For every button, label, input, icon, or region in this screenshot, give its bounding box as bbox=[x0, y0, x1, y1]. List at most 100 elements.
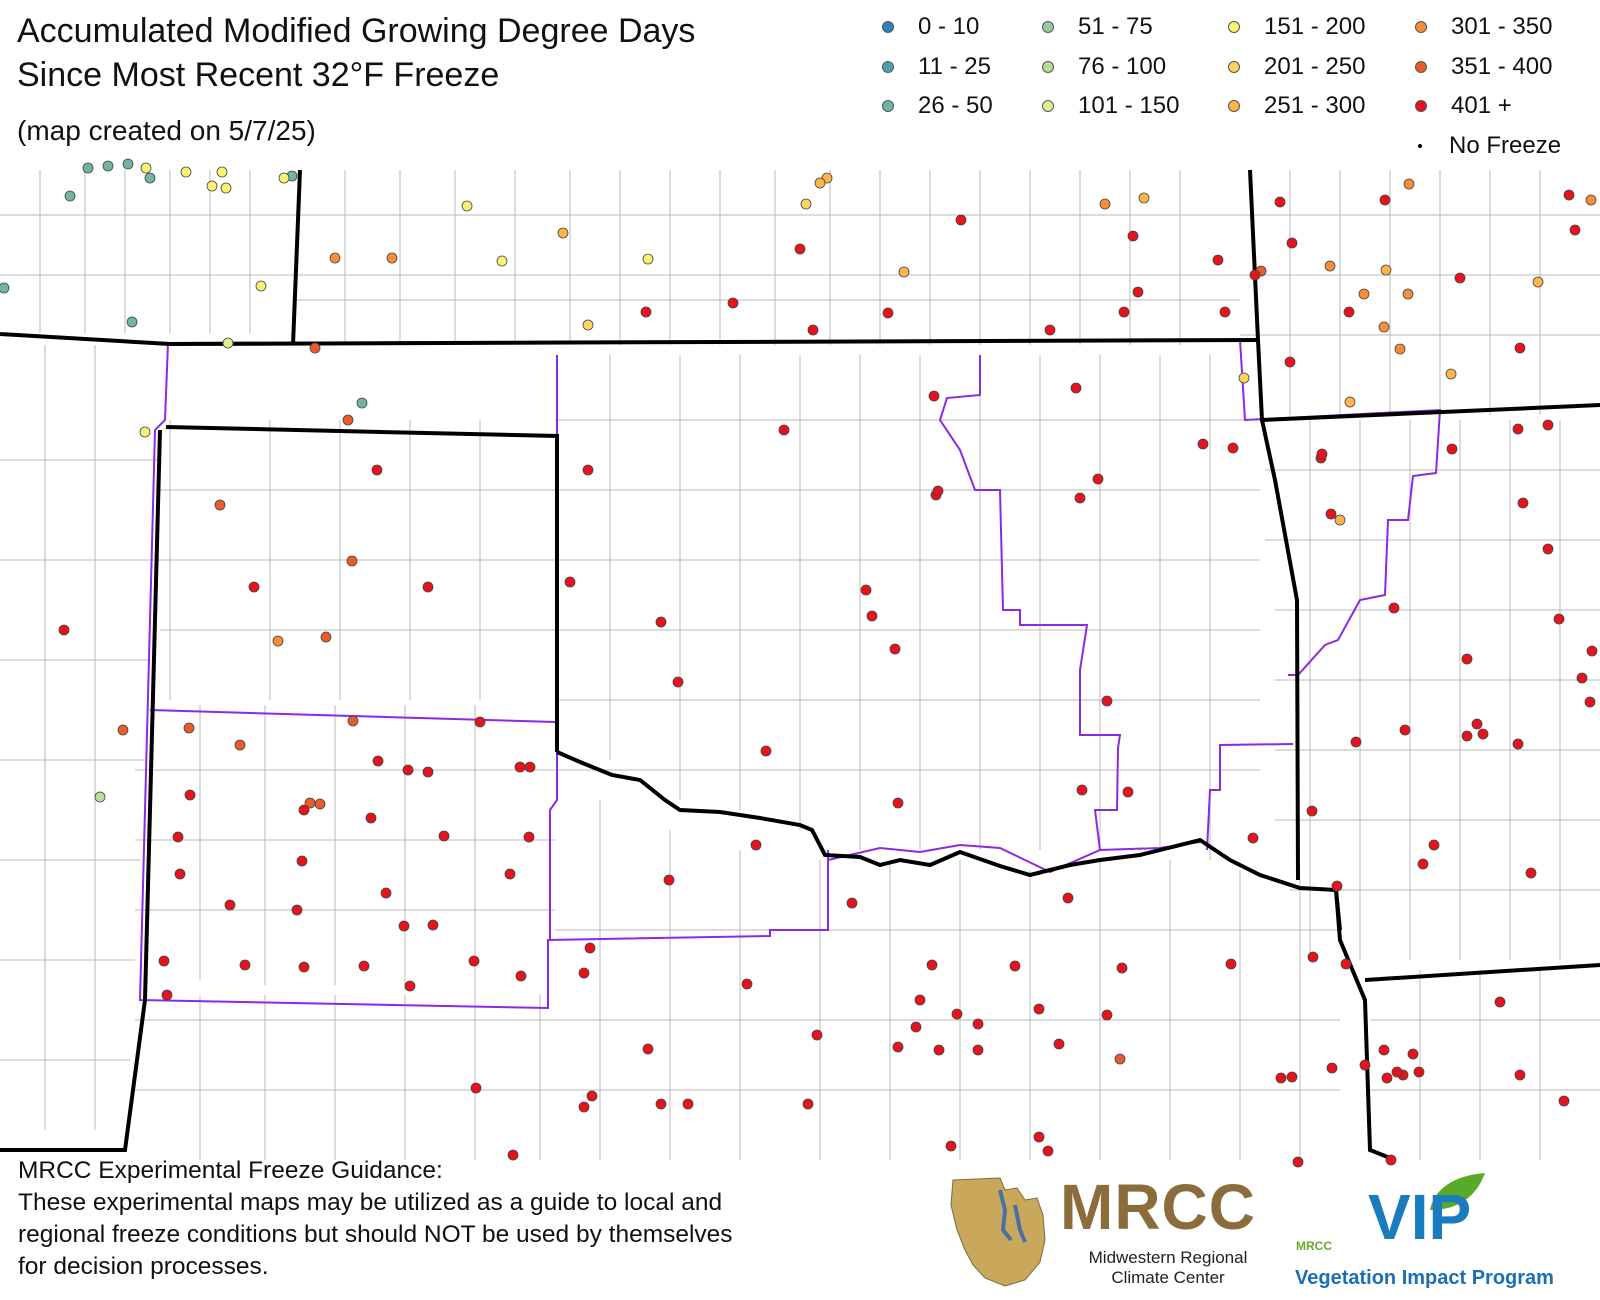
station-marker bbox=[682, 1098, 694, 1110]
station-marker bbox=[102, 160, 114, 172]
station-marker bbox=[1379, 194, 1391, 206]
station-marker bbox=[1044, 324, 1056, 336]
station-marker bbox=[184, 789, 196, 801]
station-marker bbox=[933, 1044, 945, 1056]
station-marker bbox=[94, 791, 106, 803]
station-marker bbox=[1118, 306, 1130, 318]
legend-dot-251-300 bbox=[1228, 100, 1240, 112]
legend-label: 351 - 400 bbox=[1451, 53, 1553, 80]
station-marker bbox=[1062, 892, 1074, 904]
station-marker bbox=[1101, 695, 1113, 707]
station-marker bbox=[1381, 1072, 1393, 1084]
station-marker bbox=[1324, 260, 1336, 272]
station-marker bbox=[158, 955, 170, 967]
station-marker bbox=[640, 306, 652, 318]
legend-item-76-100: 76 - 100 bbox=[1042, 52, 1166, 82]
station-marker bbox=[1542, 543, 1554, 555]
station-marker bbox=[82, 162, 94, 174]
legend-label: 201 - 250 bbox=[1264, 53, 1366, 80]
station-marker bbox=[1399, 724, 1411, 736]
station-marker bbox=[248, 581, 260, 593]
station-marker bbox=[910, 1021, 922, 1033]
station-marker bbox=[1092, 473, 1104, 485]
station-marker bbox=[309, 342, 321, 354]
station-marker bbox=[386, 252, 398, 264]
station-marker bbox=[1101, 1009, 1113, 1021]
station-marker bbox=[523, 831, 535, 843]
station-marker bbox=[139, 426, 151, 438]
station-marker bbox=[220, 182, 232, 194]
vip-logo-small-text: MRCC bbox=[1296, 1239, 1332, 1253]
station-marker bbox=[727, 297, 739, 309]
station-marker bbox=[1344, 396, 1356, 408]
station-marker bbox=[358, 960, 370, 972]
legend-item-251-300: 251 - 300 bbox=[1228, 91, 1365, 121]
legend-dot-11-25 bbox=[882, 61, 894, 73]
midwest-map-icon bbox=[950, 1177, 1046, 1287]
station-marker bbox=[1009, 960, 1021, 972]
station-marker bbox=[1225, 958, 1237, 970]
station-marker bbox=[1284, 356, 1296, 368]
station-marker bbox=[926, 959, 938, 971]
station-marker bbox=[655, 1098, 667, 1110]
legend-item-0-10: 0 - 10 bbox=[882, 12, 979, 42]
station-marker bbox=[1359, 1059, 1371, 1071]
station-marker bbox=[1461, 653, 1473, 665]
station-marker bbox=[278, 172, 290, 184]
station-marker bbox=[1407, 1048, 1419, 1060]
station-marker bbox=[846, 897, 858, 909]
station-marker bbox=[1219, 306, 1231, 318]
station-marker bbox=[438, 830, 450, 842]
station-marker bbox=[1461, 730, 1473, 742]
station-marker bbox=[1512, 738, 1524, 750]
station-marker bbox=[655, 616, 667, 628]
station-marker bbox=[584, 942, 596, 954]
station-marker bbox=[1138, 192, 1150, 204]
station-marker bbox=[468, 955, 480, 967]
vip-logo: VIP MRCC Vegetation Impact Program bbox=[1290, 1173, 1590, 1295]
station-marker bbox=[1076, 784, 1088, 796]
station-marker bbox=[1274, 196, 1286, 208]
station-marker bbox=[778, 424, 790, 436]
station-marker bbox=[1385, 1154, 1397, 1166]
station-marker bbox=[161, 989, 173, 1001]
legend-dot-51-75 bbox=[1042, 21, 1054, 33]
station-marker bbox=[928, 390, 940, 402]
station-marker bbox=[1428, 839, 1440, 851]
station-marker bbox=[1340, 958, 1352, 970]
station-marker bbox=[892, 797, 904, 809]
station-marker bbox=[474, 716, 486, 728]
station-marker bbox=[1471, 718, 1483, 730]
legend-label: 76 - 100 bbox=[1078, 53, 1167, 80]
station-marker bbox=[578, 967, 590, 979]
station-marker bbox=[1227, 442, 1239, 454]
legend-item-301-350: 301 - 350 bbox=[1415, 12, 1552, 42]
station-marker bbox=[1514, 342, 1526, 354]
station-marker bbox=[1316, 448, 1328, 460]
legend-item-51-75: 51 - 75 bbox=[1042, 12, 1153, 42]
station-marker bbox=[402, 764, 414, 776]
station-markers bbox=[0, 158, 1598, 1168]
station-marker bbox=[914, 994, 926, 1006]
station-marker bbox=[398, 920, 410, 932]
station-marker bbox=[356, 397, 368, 409]
station-marker bbox=[515, 970, 527, 982]
station-marker bbox=[951, 1008, 963, 1020]
station-marker bbox=[1122, 786, 1134, 798]
legend-label: 101 - 150 bbox=[1078, 92, 1180, 119]
station-marker bbox=[1197, 438, 1209, 450]
legend-dot-no-freeze bbox=[1418, 144, 1422, 148]
station-marker bbox=[564, 576, 576, 588]
station-marker bbox=[1417, 858, 1429, 870]
legend-item-351-400: 351 - 400 bbox=[1415, 52, 1552, 82]
station-marker bbox=[1542, 419, 1554, 431]
station-marker bbox=[1070, 382, 1082, 394]
station-marker bbox=[1514, 1069, 1526, 1081]
station-marker bbox=[866, 610, 878, 622]
station-marker bbox=[222, 337, 234, 349]
disclaimer-heading: MRCC Experimental Freeze Guidance: bbox=[18, 1157, 443, 1184]
station-marker bbox=[296, 855, 308, 867]
legend-item-no-freeze: No Freeze bbox=[1415, 131, 1561, 161]
legend-item-201-250: 201 - 250 bbox=[1228, 52, 1365, 82]
